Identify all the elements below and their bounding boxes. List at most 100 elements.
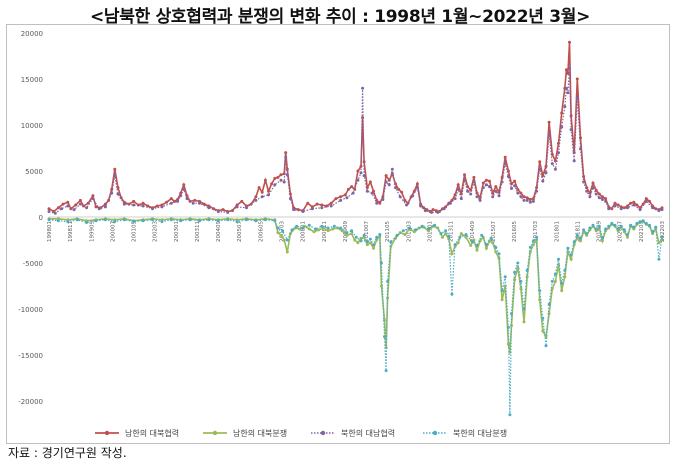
series-point [441,235,444,239]
x-tick-label: 199909 [89,221,95,242]
chart-svg: 20000 15000 10000 5000 0 -5000 -10000 -15000 -20… [18,30,666,438]
y-tick-label: -5000 [23,260,43,268]
series-point [345,233,349,237]
series-point [525,268,529,272]
series-point [447,234,451,238]
series-point [245,218,248,222]
page-title: <남북한 상호협력과 분쟁의 변화 추이 : 1998년 1월~2022년 3월… [89,7,591,27]
legend-marker-4 [432,430,438,436]
series-point [564,68,568,72]
series-point [513,270,517,274]
series-point [160,220,164,224]
series-point [500,180,504,184]
series-point [588,226,592,230]
series-point [619,207,623,211]
series-point [563,105,567,109]
series-point [644,221,648,225]
series-point [403,233,407,236]
series-point [472,175,476,179]
series-point [497,252,501,256]
series-point [370,191,374,195]
series-point [412,189,416,193]
series-point [626,233,629,236]
series-point [557,151,560,155]
series-point [541,329,545,333]
series-point [553,279,557,283]
series-point [607,207,611,211]
series-point [270,182,274,186]
series-point [579,239,582,243]
series-point [453,197,457,201]
series-point [600,239,604,243]
series-point [226,210,230,214]
series-point [538,289,542,293]
series-point [267,189,270,193]
series-point [263,218,267,222]
series-point [579,236,582,240]
series-point [329,204,333,208]
series-point [433,223,437,227]
series-point [320,206,324,210]
series-point [426,227,430,231]
series-point [475,195,479,199]
series-point [290,228,294,232]
series-point [575,95,579,99]
series-point [544,171,548,175]
series-point [254,195,258,199]
series-point [56,206,60,210]
series-point [368,237,372,241]
series-point [307,223,311,227]
series-point [375,235,379,239]
x-tick-label: 201409 [470,221,476,242]
series-point [329,201,333,205]
series-point [535,189,539,193]
series-point [463,173,466,177]
series-point [132,199,136,203]
series-point [415,186,419,190]
y-tick-label: -20000 [18,398,43,406]
series-point [345,231,349,235]
series-point [387,183,391,187]
series-point [75,218,79,222]
series-point [116,192,120,196]
series-point [122,218,126,222]
series-point [362,233,366,237]
series-point [395,233,399,237]
series-point [285,250,289,254]
series-point [560,111,564,115]
series-point [132,203,136,207]
series-point [538,167,542,171]
series-point [436,210,440,214]
series-point [301,210,305,213]
x-tick-label: 201811 [575,221,581,242]
series-point [113,167,117,171]
series-point [326,229,330,233]
series-point [629,201,633,205]
series-point [365,243,369,247]
series-point [632,225,636,229]
series-point [525,196,529,200]
series-point [591,181,595,185]
series-point [538,160,542,164]
chart-frame: 20000 15000 10000 5000 0 -5000 -10000 -15000 -20… [6,24,670,444]
series-point [85,221,89,224]
series-point [47,210,51,213]
series-point [613,201,617,205]
series-point [260,190,264,194]
series-layer [47,40,664,417]
series-point [600,198,604,201]
series-point [281,229,285,233]
series-point [522,307,526,311]
series-line-4 [48,219,663,415]
series-point [500,289,504,293]
series-point [466,189,470,193]
series-point [350,229,354,233]
series-point [47,218,51,222]
series-point [176,199,180,203]
x-tick-label: 202105 [639,221,645,242]
series-point [160,205,164,209]
series-point [368,180,372,184]
series-point [273,183,277,187]
series-point [94,219,98,223]
series-point [431,208,435,212]
